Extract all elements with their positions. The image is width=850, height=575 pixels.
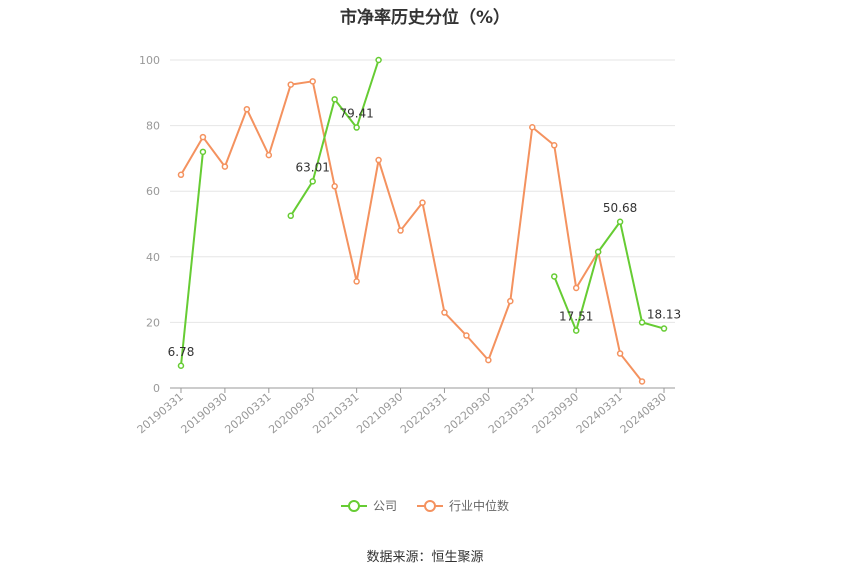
data-label: 18.13	[647, 308, 681, 322]
legend-company-icon	[340, 499, 367, 513]
data-source: 数据来源：恒生聚源	[366, 550, 484, 565]
x-tick-label: 20220930	[442, 390, 493, 436]
x-tick-label: 20230930	[530, 390, 581, 436]
data-point	[572, 284, 580, 292]
legend-company-dot	[347, 499, 360, 512]
data-point	[199, 133, 207, 141]
data-point	[265, 151, 273, 159]
data-point	[638, 319, 646, 326]
data-point	[309, 178, 316, 185]
data-point	[638, 378, 646, 385]
series-line	[179, 151, 204, 366]
data-labels: 6.78 63.01 79.41 17.51 50.68 18.13	[168, 107, 682, 359]
data-label: 17.51	[559, 310, 593, 324]
data-label: 63.01	[296, 160, 330, 174]
legend-item-industry[interactable]: 行业中位数	[417, 497, 509, 514]
data-point	[331, 96, 338, 103]
series-line	[553, 220, 665, 332]
x-tick-label: 20210331	[310, 390, 361, 436]
data-point	[331, 183, 338, 190]
series-lines	[177, 56, 668, 385]
data-point	[485, 356, 492, 364]
data-point	[177, 171, 185, 179]
legend-industry-dot	[424, 499, 436, 512]
data-point	[375, 56, 382, 64]
x-tick-label: 20210930	[354, 390, 405, 436]
x-tick-label: 20190930	[179, 390, 230, 436]
y-tick-label: 80	[146, 120, 160, 133]
data-point	[529, 123, 536, 131]
legend-company-label: 公司	[372, 499, 397, 513]
x-tick-label: 20240331	[574, 390, 625, 436]
data-point	[594, 248, 602, 256]
x-tick-label: 20220331	[398, 390, 449, 436]
data-point	[243, 105, 251, 113]
data-point	[287, 81, 295, 88]
data-point	[177, 362, 185, 370]
series-line	[180, 80, 643, 383]
data-point	[199, 148, 207, 156]
data-point	[507, 297, 514, 305]
data-point	[287, 212, 295, 220]
data-point	[309, 78, 316, 85]
y-tick-label: 40	[146, 251, 160, 264]
y-tick-label: 100	[139, 54, 160, 67]
x-tick-label: 20200930	[266, 390, 317, 436]
legend-item-company[interactable]: 公司	[340, 497, 397, 514]
data-point	[375, 156, 382, 164]
data-point	[353, 278, 360, 285]
data-point	[550, 273, 558, 280]
x-tick-label: 20240830	[618, 390, 669, 436]
y-tick-label: 0	[153, 382, 160, 395]
data-label: 50.68	[603, 201, 637, 215]
data-point	[616, 218, 624, 226]
data-point	[463, 332, 470, 339]
series-industry	[177, 78, 646, 385]
data-point	[419, 199, 426, 206]
x-tick-label: 20230331	[486, 390, 537, 436]
data-point	[221, 163, 229, 170]
x-tick-label: 20190331	[135, 390, 186, 436]
data-label: 79.41	[339, 107, 373, 121]
grid-lines	[170, 59, 675, 323]
series-company	[177, 56, 668, 370]
data-point	[353, 124, 360, 131]
data-point	[660, 325, 668, 332]
chart-title: 市净率历史分位（%）	[339, 8, 511, 28]
data-point	[616, 350, 624, 357]
y-tick-label: 60	[146, 185, 160, 198]
legend-industry-label: 行业中位数	[449, 499, 510, 513]
legend-industry-icon	[417, 499, 443, 513]
data-point	[397, 227, 404, 234]
x-tick-label: 20200331	[222, 390, 273, 436]
data-point	[550, 142, 558, 149]
legend: 公司 行业中位数	[0, 497, 850, 514]
data-point	[441, 309, 448, 316]
axes: 0 20 40 60 80 100 2019033120190930202003312020…	[135, 54, 675, 436]
y-tick-label: 20	[146, 316, 160, 329]
data-point	[572, 327, 580, 334]
data-label: 6.78	[168, 345, 195, 359]
